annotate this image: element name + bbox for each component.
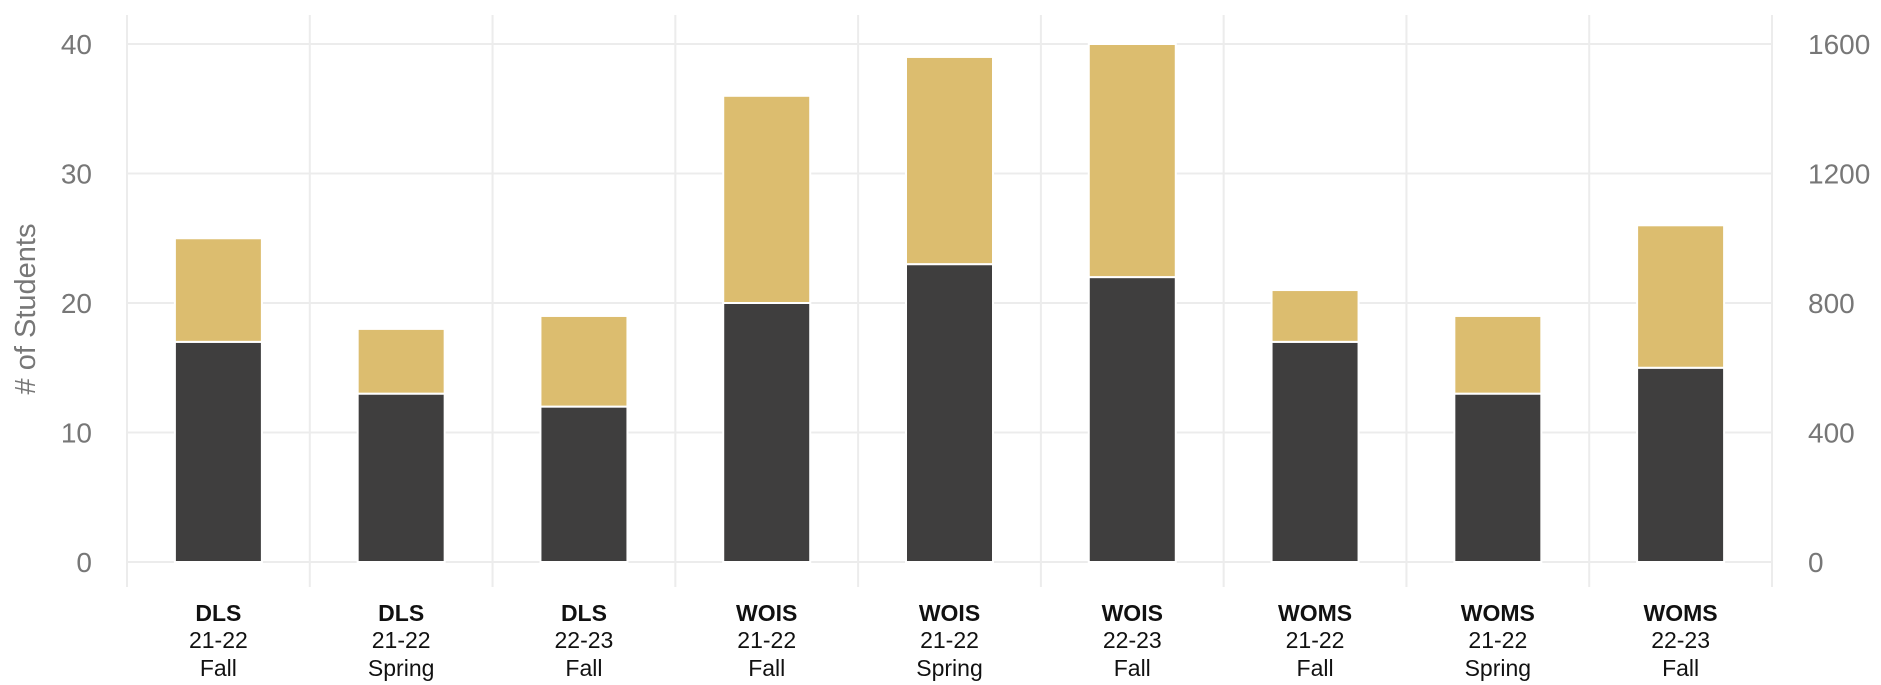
x-label-term: Spring <box>368 655 434 681</box>
bar-segment-gold <box>1636 224 1726 369</box>
x-label-school: WOMS <box>1644 600 1718 626</box>
x-label-year: 22-23 <box>1103 627 1162 653</box>
x-label-school: DLS <box>378 600 424 626</box>
x-label-year: 22-23 <box>1651 627 1710 653</box>
x-label-year: 21-22 <box>189 627 248 653</box>
x-label-school: WOMS <box>1278 600 1352 626</box>
x-label-school: DLS <box>195 600 241 626</box>
x-label-term: Fall <box>1297 655 1334 681</box>
x-label-term: Fall <box>748 655 785 681</box>
x-label-year: 21-22 <box>372 627 431 653</box>
bar-segment-gold <box>356 327 446 395</box>
bar-segment-dark <box>905 263 994 563</box>
bar-segment-dark <box>1636 366 1726 563</box>
y-tick-label-right: 400 <box>1808 418 1855 449</box>
y-tick-label-left: 0 <box>76 547 92 578</box>
y-tick-label-left: 10 <box>61 418 92 449</box>
bar-segment-dark <box>1270 340 1360 563</box>
y-tick-label-left: 40 <box>61 29 92 60</box>
bar-segment-dark <box>1453 392 1543 563</box>
x-label-school: WOIS <box>736 600 797 626</box>
y-tick-label-left: 30 <box>61 159 92 190</box>
x-label-term: Fall <box>1114 655 1151 681</box>
x-label-term: Spring <box>916 655 982 681</box>
x-label-term: Spring <box>1465 655 1531 681</box>
x-label-school: WOMS <box>1461 600 1535 626</box>
bar-segment-gold <box>905 55 994 266</box>
x-label-term: Fall <box>200 655 237 681</box>
bar-segment-dark <box>722 302 812 563</box>
x-label-year: 21-22 <box>920 627 979 653</box>
x-label-term: Fall <box>1662 655 1699 681</box>
bars <box>173 43 1726 563</box>
x-label-year: 21-22 <box>737 627 796 653</box>
y-axis-left: 0 10 20 30 40 <box>61 29 92 578</box>
x-label-year: 21-22 <box>1468 627 1527 653</box>
x-label-school: WOIS <box>919 600 980 626</box>
bar-segment-gold <box>173 237 263 343</box>
x-axis-labels: DLS21-22FallDLS21-22SpringDLS22-23FallWO… <box>189 600 1718 681</box>
bar-segment-dark <box>1087 276 1177 563</box>
x-label-school: DLS <box>561 600 607 626</box>
y-tick-label-right: 800 <box>1808 288 1855 319</box>
y-axis-title: # of Students <box>10 224 42 395</box>
y-axis-right: 0 400 800 1200 1600 <box>1808 29 1870 578</box>
x-label-year: 21-22 <box>1286 627 1345 653</box>
x-label-year: 22-23 <box>555 627 614 653</box>
bar-segment-dark <box>539 405 629 563</box>
bar-segment-gold <box>1453 314 1543 395</box>
bar-segment-gold <box>722 94 812 304</box>
y-tick-label-right: 1600 <box>1808 29 1870 60</box>
x-label-school: WOIS <box>1102 600 1163 626</box>
bar-segment-gold <box>1087 43 1177 279</box>
y-tick-label-left: 20 <box>61 288 92 319</box>
bar-segment-dark <box>356 392 446 563</box>
y-tick-label-right: 1200 <box>1808 159 1870 190</box>
x-label-term: Fall <box>565 655 602 681</box>
bar-segment-gold <box>1270 289 1360 343</box>
y-tick-label-right: 0 <box>1808 547 1824 578</box>
bar-segment-dark <box>173 340 263 563</box>
bar-segment-gold <box>539 314 629 408</box>
